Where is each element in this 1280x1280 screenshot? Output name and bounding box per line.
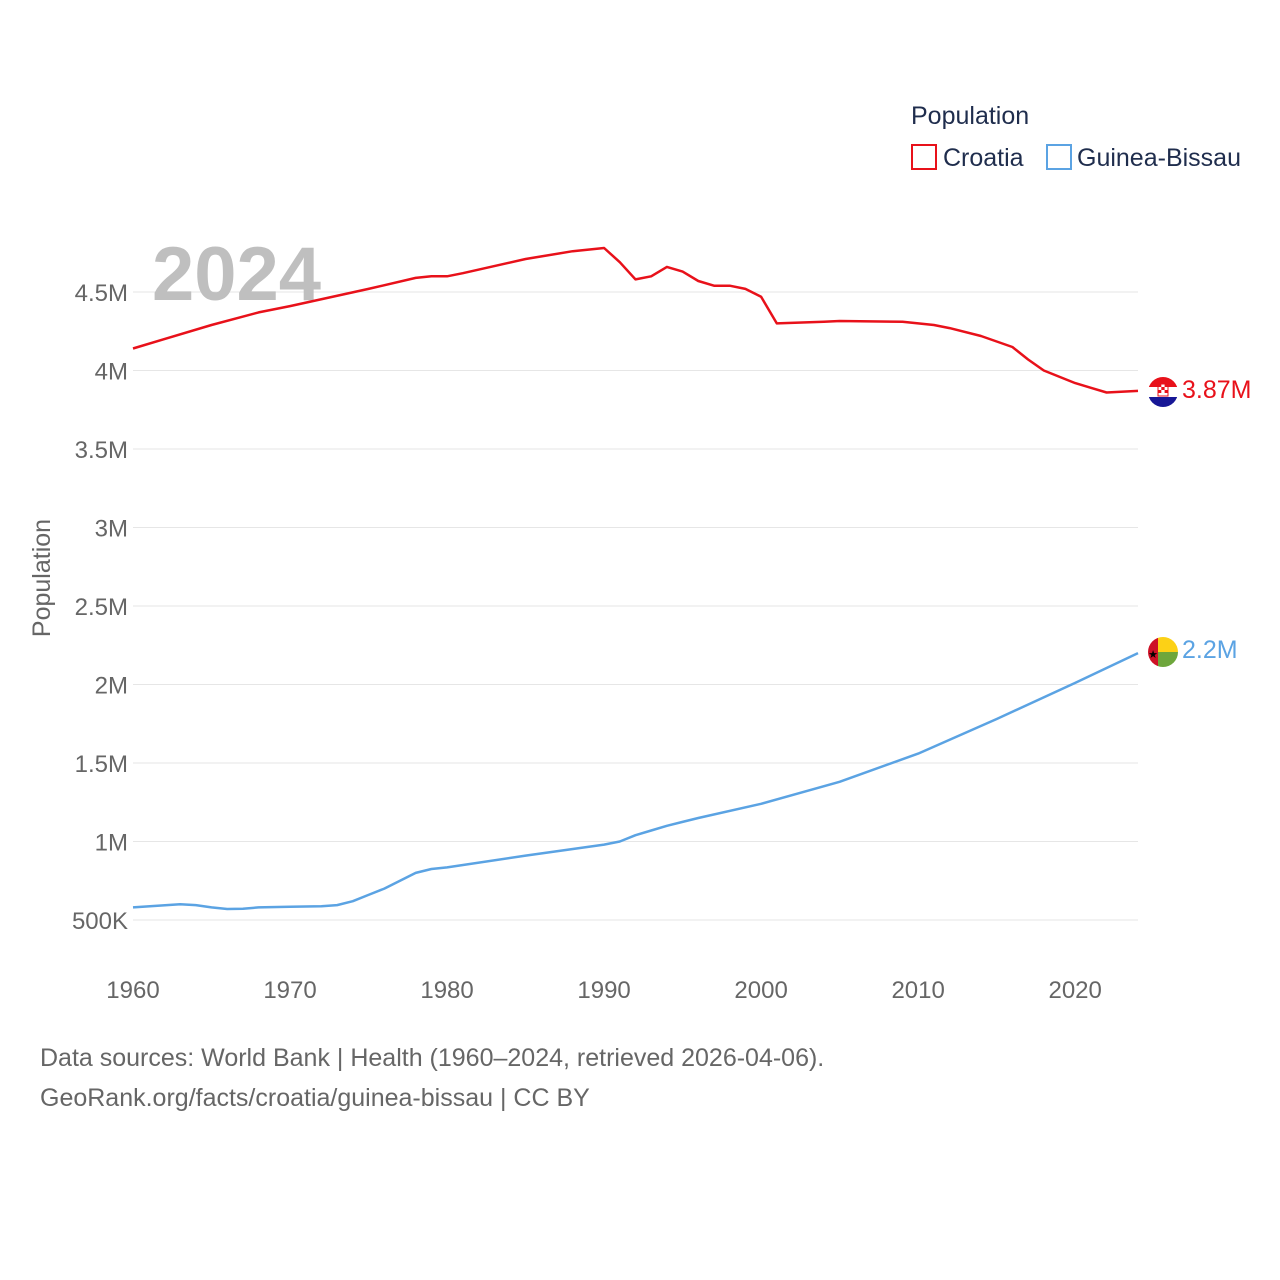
croatia-end-label: 3.87M <box>1182 376 1251 404</box>
y-tick-label: 4.5M <box>75 280 128 307</box>
guinea-bissau-flag-icon: ★ <box>1148 637 1178 667</box>
year-label: 2024 <box>152 232 321 317</box>
y-tick-label: 3M <box>95 516 128 543</box>
y-axis-title: Population <box>28 519 56 637</box>
legend-swatch-croatia <box>911 144 937 170</box>
legend: Population Croatia Guinea-Bissau <box>911 102 1241 172</box>
y-axis-ticks: 500K 1M 1.5M 2M 2.5M 3M 3.5M 4M 4.5M <box>72 280 128 935</box>
y-tick-label: 500K <box>72 908 128 935</box>
y-tick-label: 4M <box>95 359 128 386</box>
legend-label-guinea-bissau: Guinea-Bissau <box>1077 144 1241 172</box>
y-tick-label: 3.5M <box>75 437 128 464</box>
series-lines <box>132 246 1139 911</box>
y-tick-label: 2.5M <box>75 594 128 621</box>
y-tick-label: 1.5M <box>75 751 128 778</box>
x-tick-label: 2010 <box>891 977 944 1004</box>
series-line-croatia <box>132 246 1139 394</box>
x-tick-label: 1960 <box>106 977 159 1004</box>
croatia-flag-icon <box>1148 377 1178 407</box>
source-line-1: Data sources: World Bank | Health (1960–… <box>40 1044 825 1072</box>
x-tick-label: 1970 <box>263 977 316 1004</box>
guinea-bissau-end-label: 2.2M <box>1182 636 1238 664</box>
series-line-guinea-bissau <box>132 651 1139 911</box>
y-tick-label: 1M <box>95 830 128 857</box>
legend-label-croatia: Croatia <box>943 144 1024 172</box>
source-url[interactable]: GeoRank.org/facts/croatia/guinea-bissau … <box>40 1084 590 1112</box>
legend-title: Population <box>911 102 1029 130</box>
x-tick-label: 1990 <box>577 977 630 1004</box>
x-tick-label: 1980 <box>420 977 473 1004</box>
x-tick-label: 2020 <box>1048 977 1101 1004</box>
grid-lines <box>133 291 1138 921</box>
svg-text:★: ★ <box>1148 649 1158 661</box>
x-tick-label: 2000 <box>734 977 787 1004</box>
x-axis-ticks: 1960 1970 1980 1990 2000 2010 2020 <box>106 977 1102 1004</box>
legend-swatch-guinea-bissau <box>1046 144 1072 170</box>
y-tick-label: 2M <box>95 673 128 700</box>
